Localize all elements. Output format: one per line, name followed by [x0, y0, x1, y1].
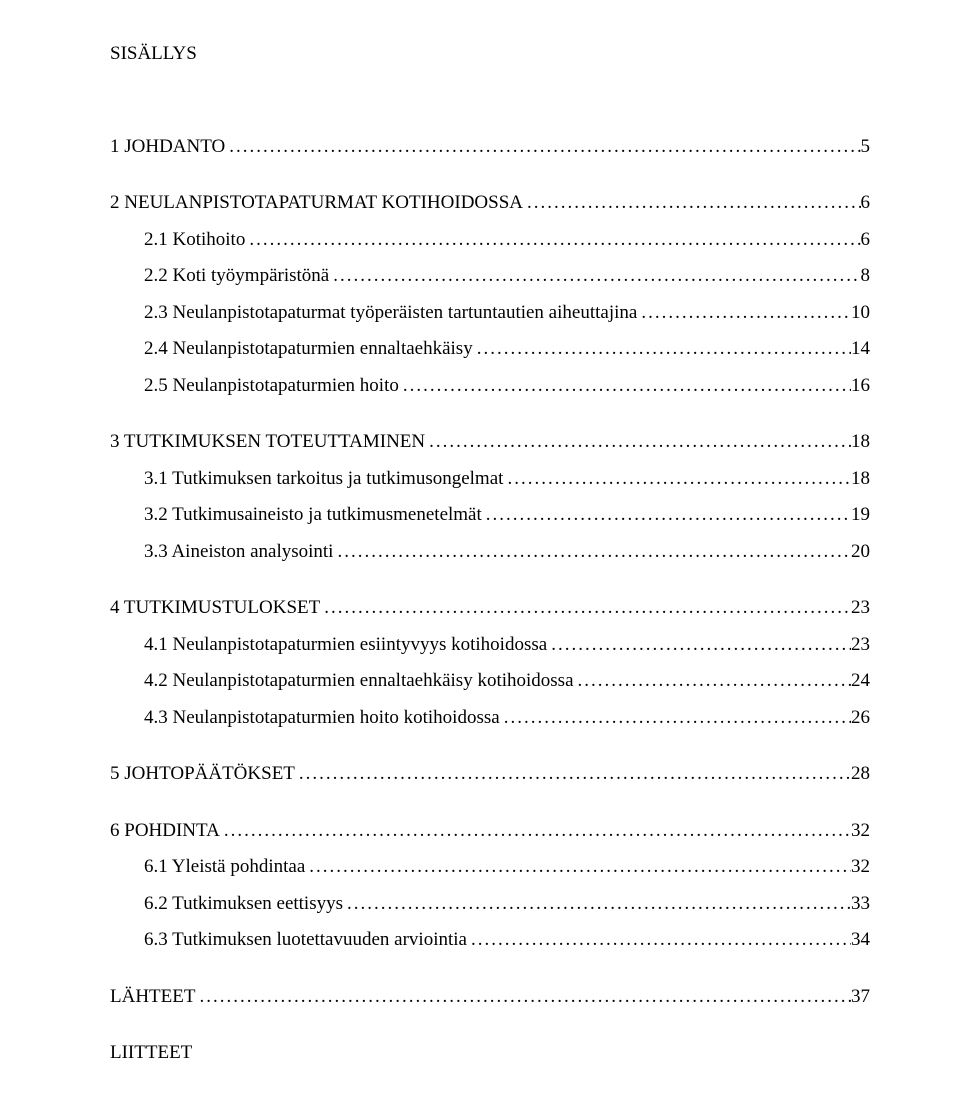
- toc-entry-dots: ........................................…: [295, 760, 851, 789]
- toc-entry-page: 23: [851, 594, 870, 623]
- toc-entry-page: 28: [851, 760, 870, 789]
- toc-entry-label: 3.2 Tutkimusaineisto ja tutkimusmenetelm…: [144, 501, 482, 530]
- toc-entry-page: 18: [851, 428, 870, 457]
- toc-entry-dots: ........................................…: [245, 226, 860, 255]
- toc-entry-label: 2 NEULANPISTOTAPATURMAT KOTIHOIDOSSA: [110, 189, 523, 218]
- toc-entry: 3.2 Tutkimusaineisto ja tutkimusmenetelm…: [110, 501, 870, 530]
- toc-entry-page: 18: [851, 465, 870, 494]
- toc-entry-page: 6: [861, 189, 871, 218]
- toc-entry-page: 5: [861, 133, 871, 162]
- toc-entry-dots: ........................................…: [500, 704, 851, 733]
- toc-entry-label: 6.1 Yleistä pohdintaa: [144, 853, 305, 882]
- toc-entry-label: 6.3 Tutkimuksen luotettavuuden arviointi…: [144, 926, 467, 955]
- toc-entry: 3.3 Aineiston analysointi...............…: [110, 538, 870, 567]
- toc-entry: 6.1 Yleistä pohdintaa...................…: [110, 853, 870, 882]
- toc-entry-dots: ........................................…: [637, 299, 851, 328]
- toc-entry: 4.3 Neulanpistotapaturmien hoito kotihoi…: [110, 704, 870, 733]
- toc-entry-label: 3.1 Tutkimuksen tarkoitus ja tutkimusong…: [144, 465, 503, 494]
- toc-entry-dots: ........................................…: [482, 501, 851, 530]
- table-of-contents: 1 JOHDANTO..............................…: [110, 133, 870, 1068]
- toc-entry-label: LÄHTEET: [110, 983, 195, 1012]
- page-title: SISÄLLYS: [110, 40, 870, 69]
- toc-entry: 6.3 Tutkimuksen luotettavuuden arviointi…: [110, 926, 870, 955]
- toc-entry-label: 2.2 Koti työympäristönä: [144, 262, 329, 291]
- toc-entry-page: 10: [851, 299, 870, 328]
- toc-entry: 4 TUTKIMUSTULOKSET......................…: [110, 594, 870, 623]
- toc-entry-label: 2.3 Neulanpistotapaturmat työperäisten t…: [144, 299, 637, 328]
- toc-entry-label: 4.1 Neulanpistotapaturmien esiintyvyys k…: [144, 631, 547, 660]
- toc-entry-page: 32: [851, 817, 870, 846]
- toc-entry-dots: ........................................…: [467, 926, 851, 955]
- toc-entry-label: LIITTEET: [110, 1039, 192, 1068]
- toc-entry: 2.2 Koti työympäristönä.................…: [110, 262, 870, 291]
- toc-entry-dots: ........................................…: [320, 594, 851, 623]
- toc-entry: 4.2 Neulanpistotapaturmien ennaltaehkäis…: [110, 667, 870, 696]
- toc-entry-page: 23: [851, 631, 870, 660]
- toc-entry: 5 JOHTOPÄÄTÖKSET........................…: [110, 760, 870, 789]
- toc-entry-page: 8: [861, 262, 871, 291]
- toc-entry: 2.4 Neulanpistotapaturmien ennaltaehkäis…: [110, 335, 870, 364]
- toc-entry-label: 2.4 Neulanpistotapaturmien ennaltaehkäis…: [144, 335, 473, 364]
- toc-entry-page: 33: [851, 890, 870, 919]
- toc-entry-dots: ........................................…: [333, 538, 851, 567]
- toc-entry-page: 34: [851, 926, 870, 955]
- toc-entry-page: 26: [851, 704, 870, 733]
- toc-entry-dots: ........................................…: [399, 372, 851, 401]
- toc-entry-page: 6: [861, 226, 871, 255]
- toc-entry-label: 3.3 Aineiston analysointi: [144, 538, 333, 567]
- toc-entry-dots: ........................................…: [220, 817, 851, 846]
- toc-entry: 2.3 Neulanpistotapaturmat työperäisten t…: [110, 299, 870, 328]
- toc-entry-dots: ........................................…: [473, 335, 851, 364]
- toc-entry-page: 14: [851, 335, 870, 364]
- toc-entry: 2 NEULANPISTOTAPATURMAT KOTIHOIDOSSA....…: [110, 189, 870, 218]
- toc-entry-page: 20: [851, 538, 870, 567]
- toc-entry-label: 4.2 Neulanpistotapaturmien ennaltaehkäis…: [144, 667, 574, 696]
- toc-entry-dots: ........................................…: [574, 667, 851, 696]
- toc-entry-page: 37: [851, 983, 870, 1012]
- toc-entry: LIITTEET................................…: [110, 1039, 870, 1068]
- toc-entry-label: 2.1 Kotihoito: [144, 226, 245, 255]
- toc-entry-label: 4 TUTKIMUSTULOKSET: [110, 594, 320, 623]
- toc-entry-page: 19: [851, 501, 870, 530]
- toc-entry: 4.1 Neulanpistotapaturmien esiintyvyys k…: [110, 631, 870, 660]
- toc-entry-page: 16: [851, 372, 870, 401]
- toc-entry-label: 3 TUTKIMUKSEN TOTEUTTAMINEN: [110, 428, 425, 457]
- toc-entry-dots: ........................................…: [195, 983, 851, 1012]
- toc-entry-page: 24: [851, 667, 870, 696]
- toc-entry: 2.1 Kotihoito...........................…: [110, 226, 870, 255]
- toc-entry-label: 6.2 Tutkimuksen eettisyys: [144, 890, 343, 919]
- toc-entry: 3 TUTKIMUKSEN TOTEUTTAMINEN.............…: [110, 428, 870, 457]
- toc-entry-dots: ........................................…: [225, 133, 860, 162]
- toc-entry: 2.5 Neulanpistotapaturmien hoito........…: [110, 372, 870, 401]
- toc-entry-label: 6 POHDINTA: [110, 817, 220, 846]
- toc-entry-label: 2.5 Neulanpistotapaturmien hoito: [144, 372, 399, 401]
- toc-entry-label: 1 JOHDANTO: [110, 133, 225, 162]
- toc-entry: LÄHTEET.................................…: [110, 983, 870, 1012]
- toc-entry-dots: ........................................…: [425, 428, 851, 457]
- toc-entry: 1 JOHDANTO..............................…: [110, 133, 870, 162]
- toc-entry-dots: ........................................…: [503, 465, 851, 494]
- toc-entry: 6 POHDINTA..............................…: [110, 817, 870, 846]
- toc-entry-dots: ........................................…: [523, 189, 861, 218]
- toc-entry-dots: ........................................…: [343, 890, 851, 919]
- toc-entry-label: 5 JOHTOPÄÄTÖKSET: [110, 760, 295, 789]
- toc-entry-dots: ........................................…: [305, 853, 851, 882]
- toc-entry: 6.2 Tutkimuksen eettisyys...............…: [110, 890, 870, 919]
- toc-entry-label: 4.3 Neulanpistotapaturmien hoito kotihoi…: [144, 704, 500, 733]
- toc-entry-dots: ........................................…: [329, 262, 860, 291]
- toc-entry: 3.1 Tutkimuksen tarkoitus ja tutkimusong…: [110, 465, 870, 494]
- toc-entry-dots: ........................................…: [547, 631, 851, 660]
- toc-entry-page: 32: [851, 853, 870, 882]
